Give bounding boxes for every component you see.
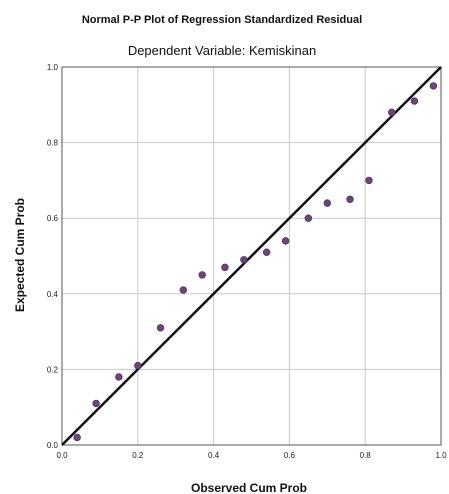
data-point: [198, 271, 206, 279]
chart-title: Normal P-P Plot of Regression Standardiz…: [82, 14, 362, 26]
data-point: [281, 237, 290, 245]
data-point: [73, 433, 81, 442]
chart-subtitle: Dependent Variable: Kemiskinan: [128, 43, 316, 58]
x-tick-label: 0.0: [56, 451, 68, 460]
data-point: [240, 256, 248, 264]
data-point: [365, 176, 373, 185]
x-axis-ticks: 0.0 0.2 0.4 0.6 0.8 1.0: [56, 451, 447, 460]
x-tick-label: 0.4: [208, 451, 220, 460]
data-points: [73, 82, 438, 442]
data-point: [156, 324, 165, 332]
data-point: [115, 373, 123, 381]
y-tick-label: 0.0: [47, 441, 59, 450]
data-point: [262, 248, 271, 256]
x-axis-label: Observed Cum Prob: [191, 481, 307, 494]
y-tick-label: 0.6: [47, 214, 59, 223]
data-point: [304, 214, 313, 222]
data-point: [429, 82, 438, 90]
data-point: [388, 108, 396, 117]
y-tick-label: 0.2: [47, 365, 59, 374]
data-point: [410, 97, 419, 105]
x-tick-label: 0.2: [132, 451, 144, 460]
reference-line: [61, 66, 442, 446]
data-point: [179, 286, 187, 294]
data-point: [92, 399, 100, 408]
y-tick-label: 0.8: [47, 139, 59, 148]
plot-frame: [61, 66, 442, 446]
x-tick-label: 1.0: [435, 451, 447, 460]
x-tick-label: 0.6: [284, 451, 296, 460]
x-tick-label: 0.8: [360, 451, 372, 460]
y-axis-label: Expected Cum Prob: [13, 198, 27, 312]
data-point: [323, 199, 331, 207]
y-axis-ticks: 0.0 0.2 0.4 0.6 0.8 1.0: [47, 63, 59, 450]
y-tick-label: 1.0: [47, 63, 59, 72]
data-point: [221, 263, 229, 272]
data-point: [134, 361, 142, 370]
grid-lines: [62, 67, 441, 445]
y-tick-label: 0.4: [47, 290, 59, 299]
data-point: [346, 195, 354, 204]
